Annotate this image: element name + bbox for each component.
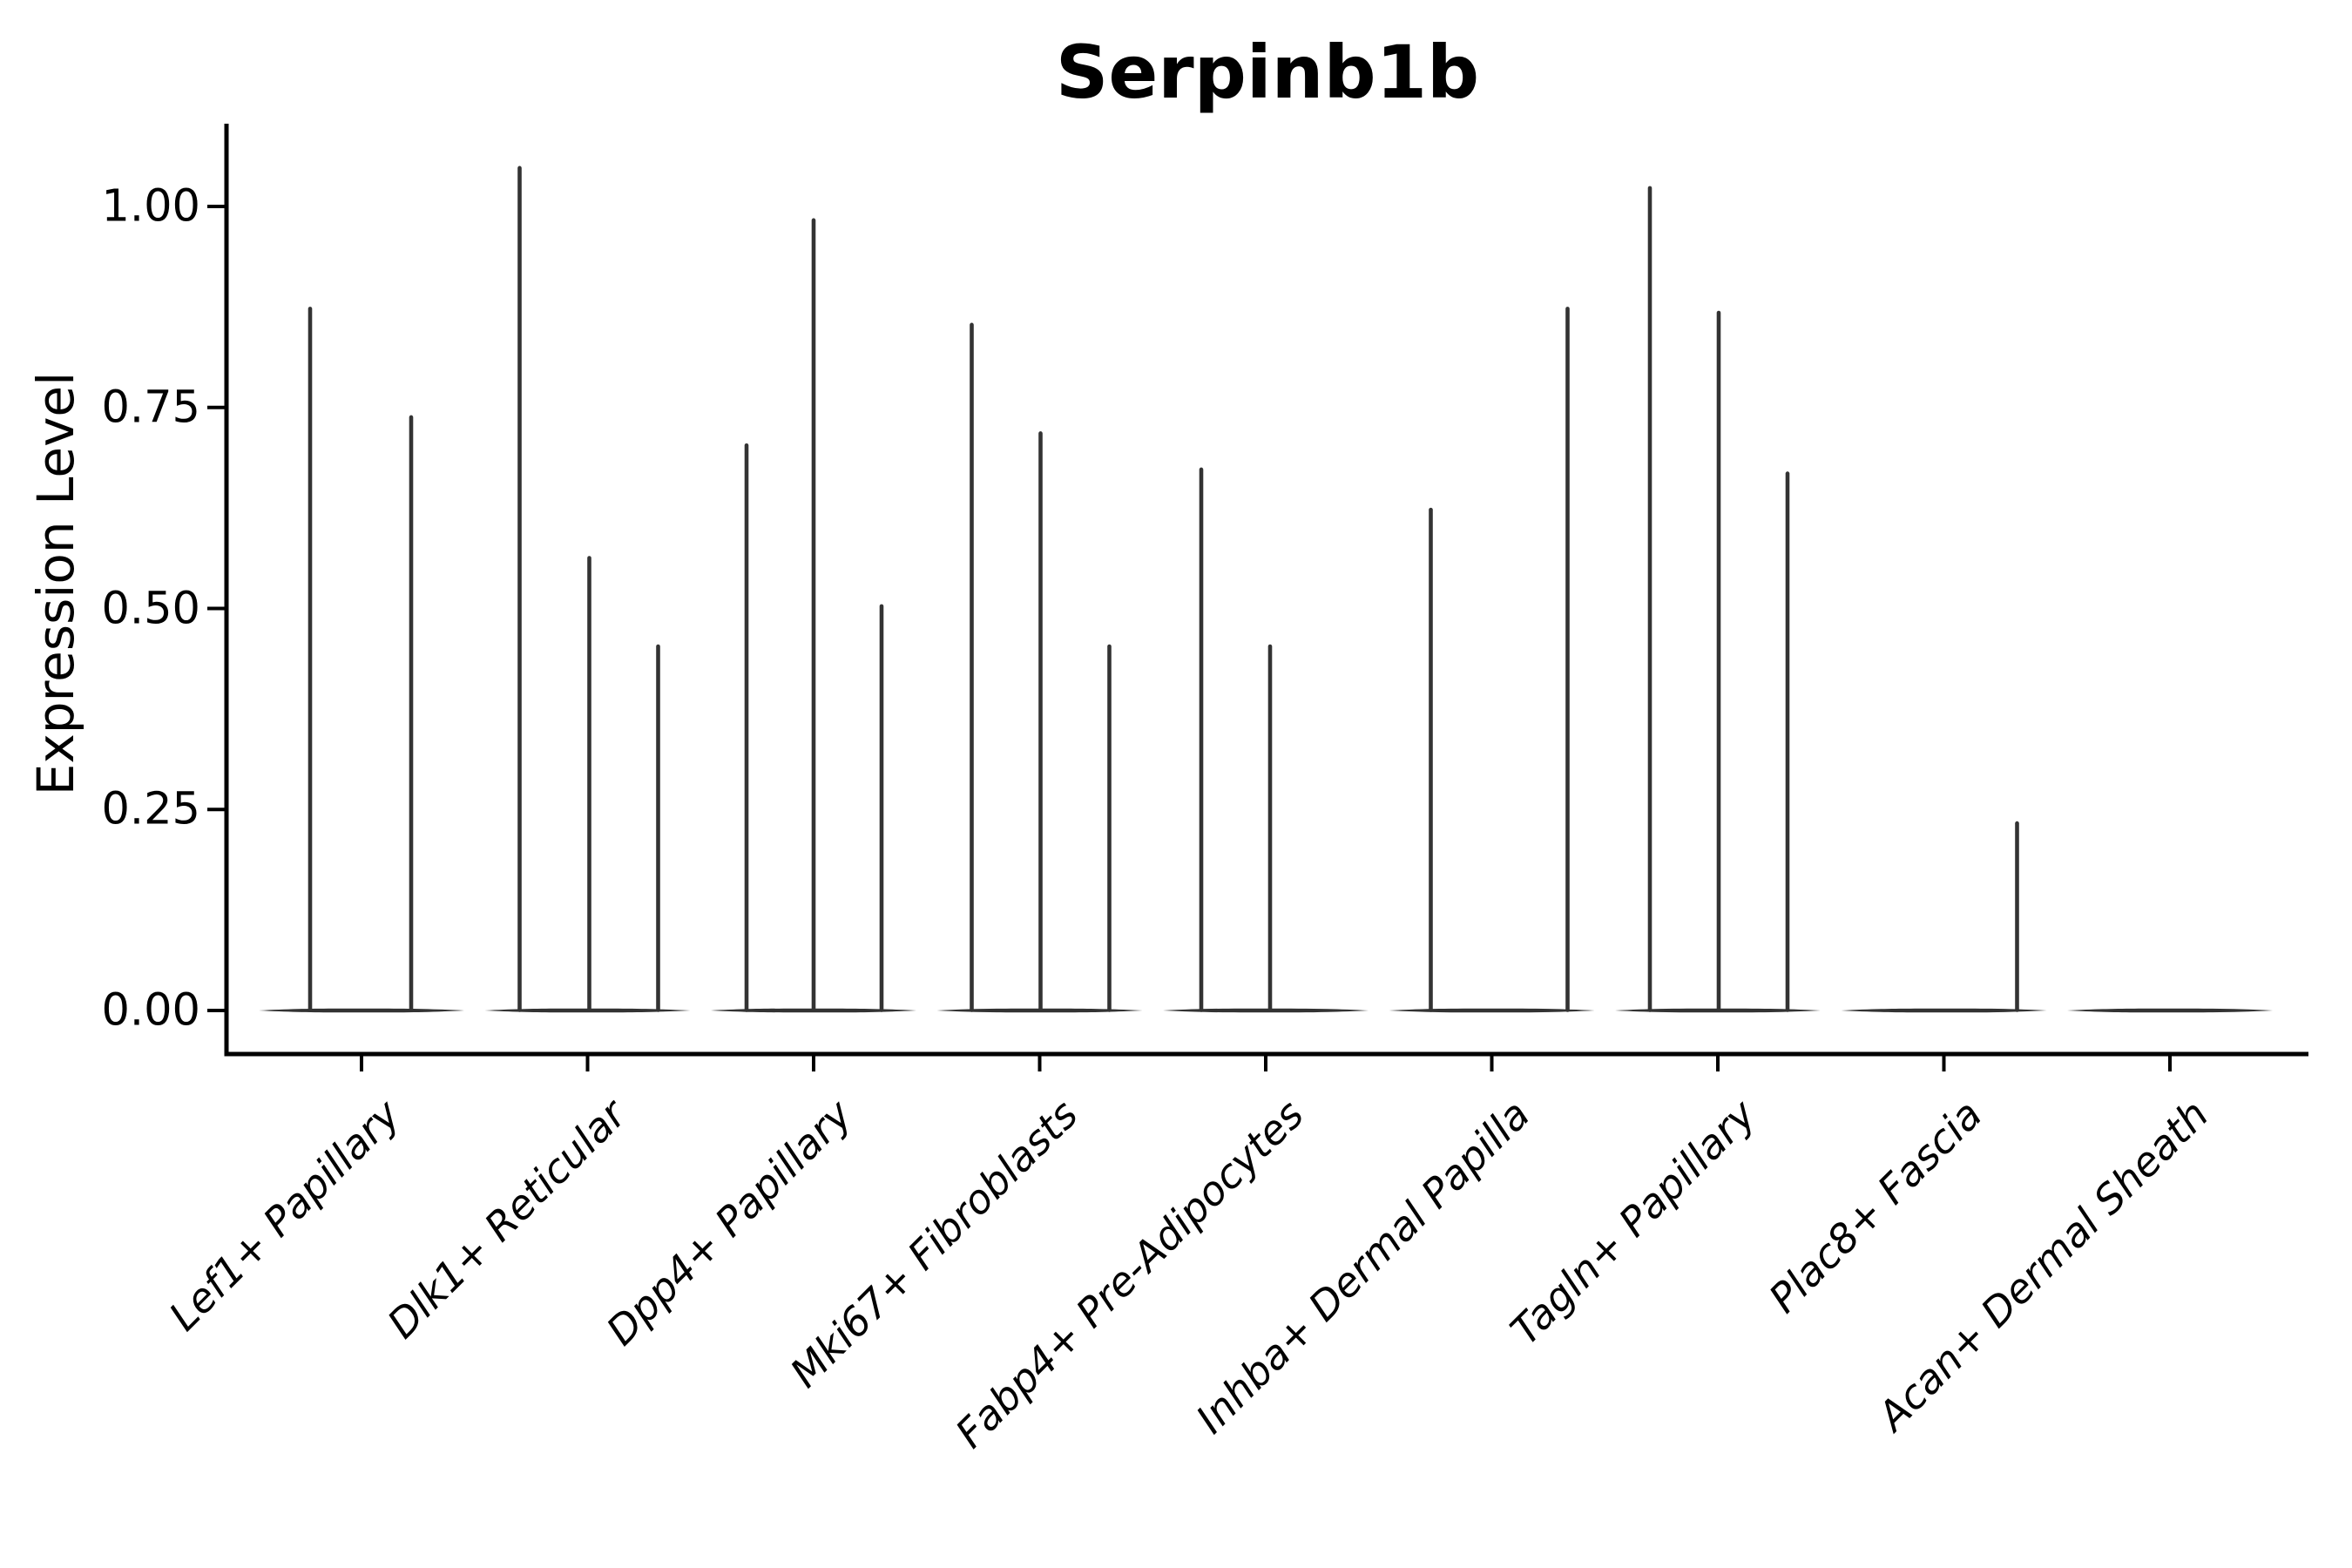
violin-baseline: [2067, 1008, 2273, 1013]
y-tick-label: 0.75: [101, 382, 200, 434]
violin-baseline: [1389, 1008, 1595, 1013]
violin-baseline: [1163, 1008, 1369, 1013]
y-tick-label: 0.25: [101, 783, 200, 835]
y-tick-label: 0.00: [101, 984, 200, 1037]
chart-title: Serpinb1b: [1055, 30, 1480, 115]
violin-baseline: [1841, 1008, 2047, 1013]
y-tick-label: 1.00: [101, 180, 200, 233]
y-tick-label: 0.50: [101, 583, 200, 634]
violin-baseline: [259, 1008, 464, 1013]
